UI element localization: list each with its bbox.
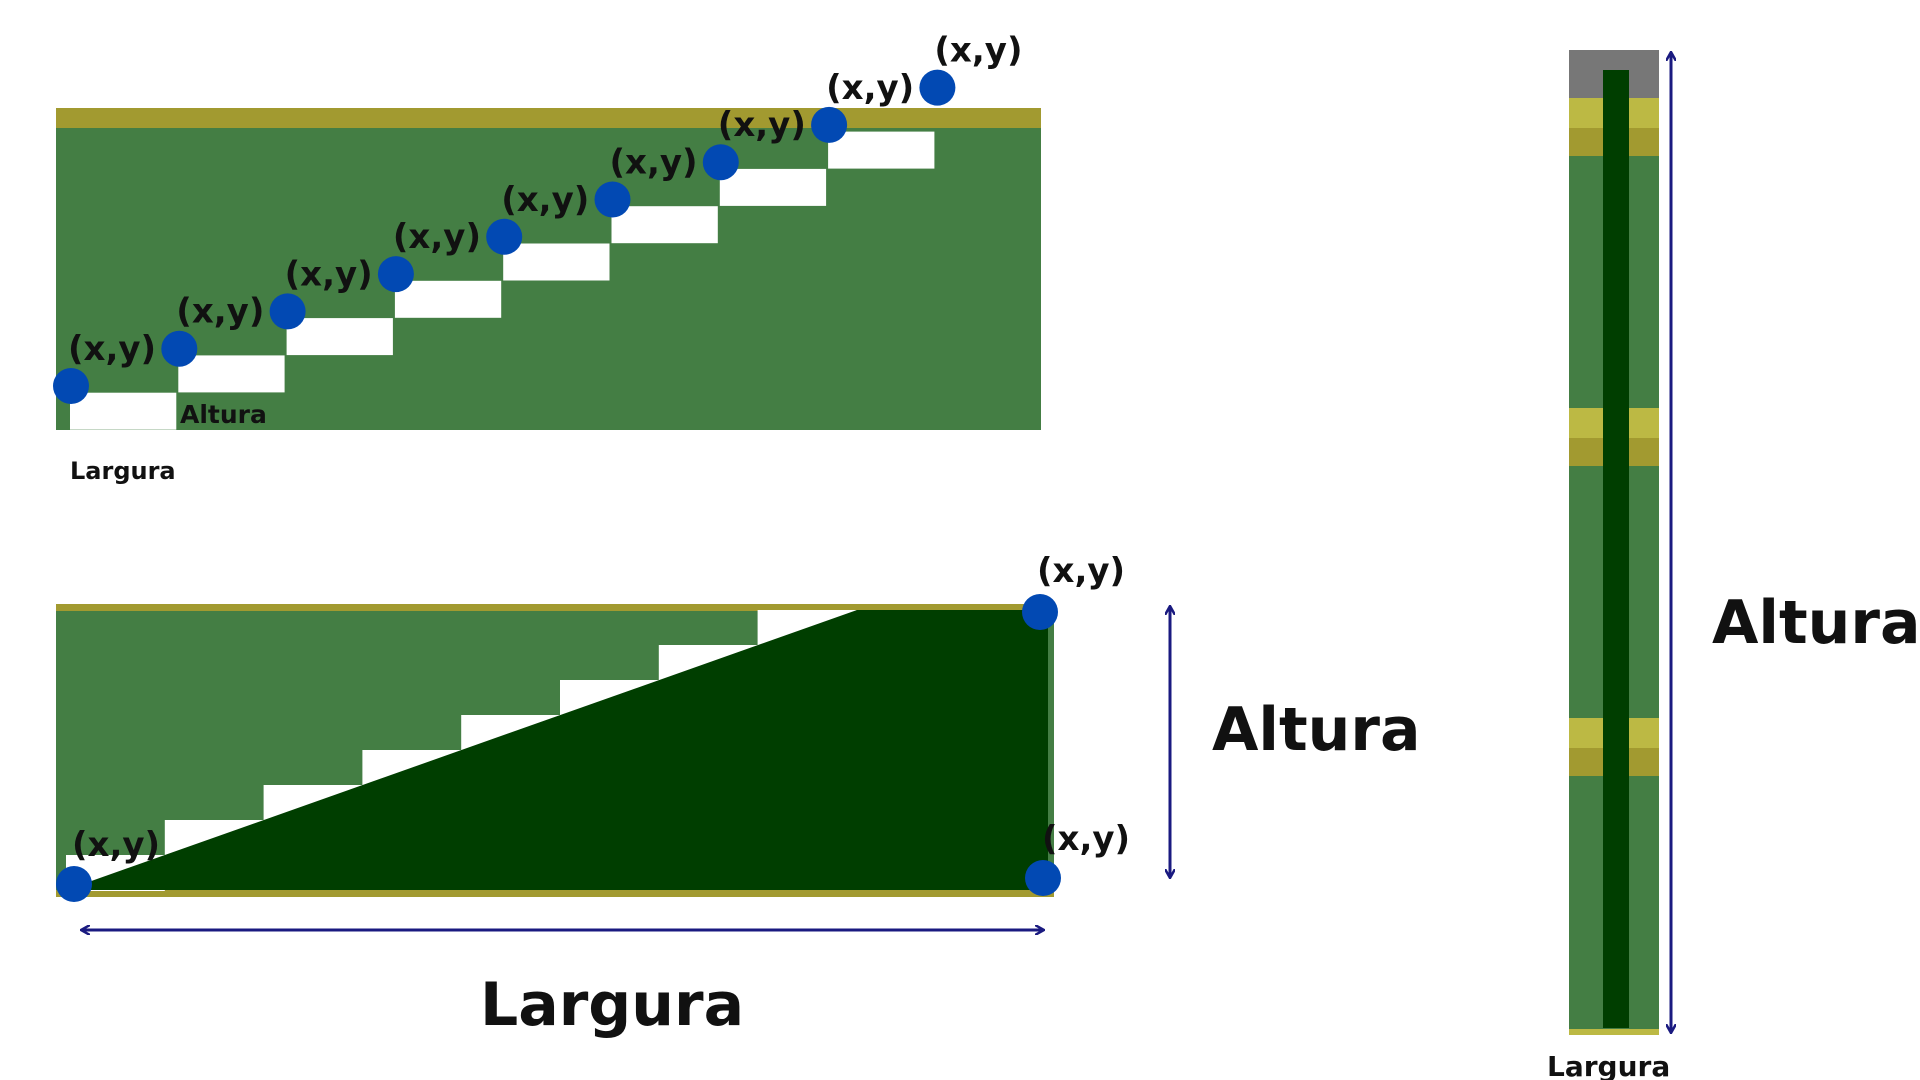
- ramp-point-bottom-right: [1025, 860, 1061, 896]
- ramp-altura-label: Altura: [1212, 695, 1420, 765]
- stair-point: [53, 368, 89, 404]
- stair-step: [611, 206, 718, 244]
- stair-point: [594, 181, 631, 218]
- stair-point-label: (x,y): [826, 68, 914, 108]
- ramp-point-label-bottom-left: (x,y): [72, 825, 160, 865]
- stair-point: [919, 69, 956, 106]
- stair-step: [719, 168, 827, 206]
- stair-step: [936, 94, 1043, 99]
- pole-panel: Altura Largura: [1547, 50, 1920, 1080]
- stair-point-label: (x,y): [501, 180, 589, 220]
- ramp-point-label-top-right: (x,y): [1037, 551, 1125, 591]
- stairs-panel: (x,y) (x,y) (x,y) (x,y) (x,y) (x,y) (x,y) (x,y)…: [53, 31, 1043, 485]
- stair-point: [269, 293, 306, 330]
- stair-point-label: (x,y): [176, 292, 264, 332]
- stairs-largura-label: Largura: [70, 457, 176, 485]
- stair-step: [828, 131, 935, 169]
- pole-altura-label: Altura: [1712, 588, 1920, 658]
- stair-point: [702, 144, 739, 181]
- ramp-right-strip: [1048, 610, 1054, 890]
- stairs-panel-top-band: [56, 108, 1041, 128]
- stairs-steps: [70, 94, 1043, 430]
- ramp-panel-top-band: [56, 604, 1054, 611]
- stair-point-label: (x,y): [718, 105, 806, 145]
- ramp-panel-bottom-band: [56, 890, 1054, 897]
- stair-point-label: (x,y): [393, 217, 481, 257]
- pole-bottom-band: [1569, 1029, 1659, 1035]
- stairs-altura-label: Altura: [180, 400, 267, 429]
- ramp-panel: (x,y) (x,y) (x,y) Altura Largura: [56, 551, 1420, 1040]
- stair-point-label: (x,y): [934, 31, 1022, 71]
- ramp-point-bottom-left: [56, 866, 92, 902]
- stair-point-label: (x,y): [285, 254, 373, 294]
- stair-step: [70, 392, 177, 430]
- stair-point: [811, 106, 848, 143]
- stair-step: [178, 355, 285, 393]
- ramp-point-top-right: [1022, 594, 1058, 630]
- stair-point: [486, 218, 523, 255]
- pole-dark-core: [1603, 70, 1629, 1028]
- ramp-largura-label: Largura: [480, 970, 744, 1040]
- stair-point-label: (x,y): [610, 143, 698, 183]
- stair-point-label: (x,y): [68, 329, 156, 369]
- stair-point: [377, 256, 414, 293]
- pole-largura-label: Largura: [1547, 1050, 1670, 1080]
- stair-step: [394, 280, 502, 318]
- ramp-point-label-bottom-right: (x,y): [1042, 819, 1130, 859]
- ramp-triangle: [66, 610, 1048, 890]
- stair-step: [286, 318, 393, 356]
- stairs-points: (x,y) (x,y) (x,y) (x,y) (x,y) (x,y) (x,y) (x,y)…: [53, 31, 1022, 404]
- stair-step: [503, 243, 610, 281]
- stair-point: [161, 330, 198, 367]
